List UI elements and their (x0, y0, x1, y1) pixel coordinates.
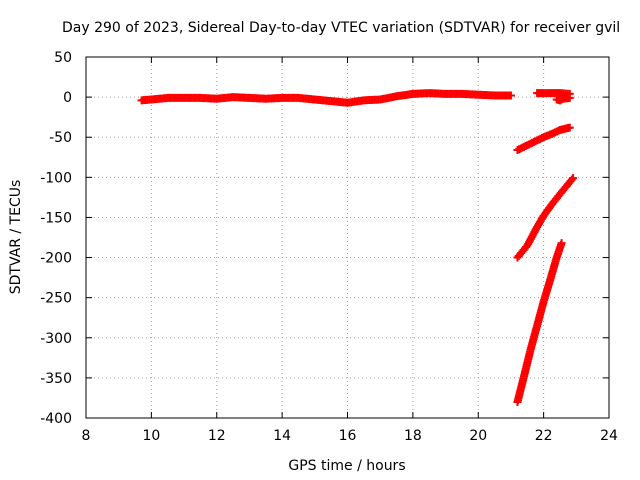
data-point (565, 93, 574, 102)
y-tick-label: -250 (40, 291, 72, 307)
data-series (513, 123, 574, 155)
x-tick-label: 12 (208, 428, 226, 444)
x-tick-label: 14 (273, 428, 291, 444)
data-point (557, 239, 566, 248)
data-series (552, 93, 574, 105)
axis-ticks: 8 10 12 14 16 18 20 22 24 50 0 -50 -100 -150 -200 -250 -… (40, 50, 618, 444)
y-tick-label: -50 (49, 130, 72, 146)
data-point (569, 174, 578, 183)
y-tick-label: 50 (54, 50, 72, 66)
data-series (513, 174, 578, 262)
chart-title: Day 290 of 2023, Sidereal Day-to-day VTE… (62, 20, 620, 36)
x-tick-label: 24 (600, 428, 618, 444)
x-tick-label: 10 (142, 428, 160, 444)
y-tick-label: 0 (63, 90, 72, 106)
data-series (513, 239, 566, 406)
data-point (567, 175, 576, 184)
y-tick-label: -100 (40, 170, 72, 186)
x-tick-label: 20 (469, 428, 487, 444)
x-tick-label: 16 (339, 428, 357, 444)
y-tick-label: -350 (40, 371, 72, 387)
x-tick-label: 8 (82, 428, 91, 444)
x-axis-label: GPS time / hours (288, 458, 405, 474)
y-tick-label: -200 (40, 251, 72, 267)
y-tick-label: -150 (40, 210, 72, 226)
x-tick-label: 22 (535, 428, 553, 444)
data-points (137, 89, 578, 406)
x-tick-label: 18 (404, 428, 422, 444)
grid (86, 57, 609, 418)
y-tick-label: -300 (40, 331, 72, 347)
data-series (533, 89, 574, 98)
y-tick-label: -400 (40, 411, 72, 427)
y-axis-label: SDTVAR / TECUs (8, 180, 24, 295)
data-point (565, 123, 574, 132)
data-series (137, 89, 515, 107)
data-point (506, 91, 515, 100)
